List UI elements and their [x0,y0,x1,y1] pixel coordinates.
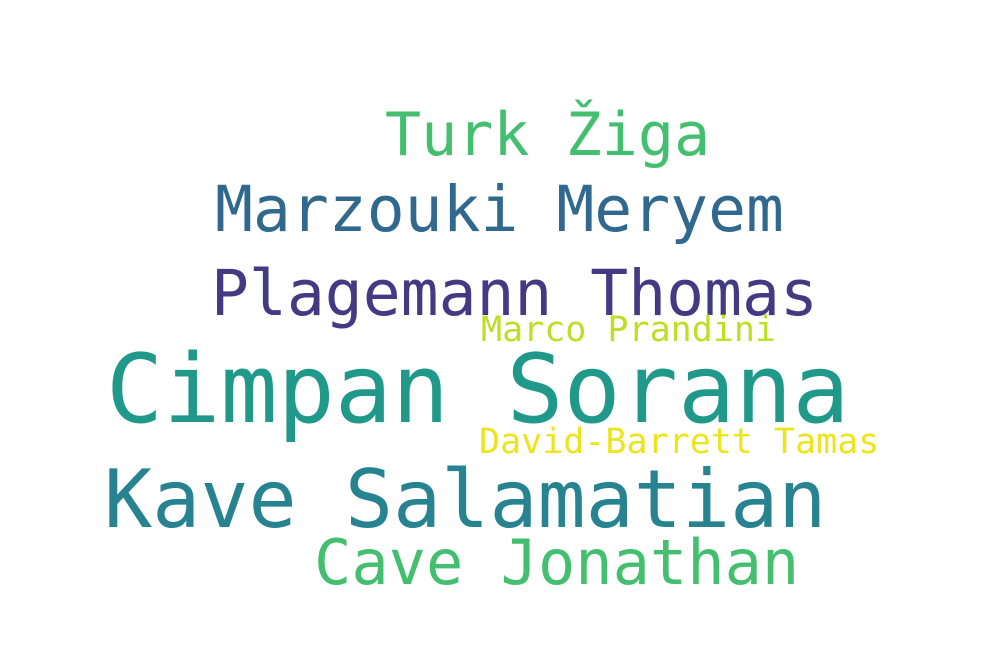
word-cave-jonathan: Cave Jonathan [314,526,800,599]
word-david-barrett-tamas: David-Barrett Tamas [479,422,880,462]
word-turk-ziga: Turk Žiga [385,100,711,170]
word-plagemann-thomas: Plagemann Thomas [211,257,818,330]
word-cimpan-sorana: Cimpan Sorana [106,335,850,445]
word-marco-prandini: Marco Prandini [481,310,777,350]
word-kave-salamatian: Kave Salamatian [104,453,827,546]
word-marzouki-meryem: Marzouki Meryem [215,173,784,246]
